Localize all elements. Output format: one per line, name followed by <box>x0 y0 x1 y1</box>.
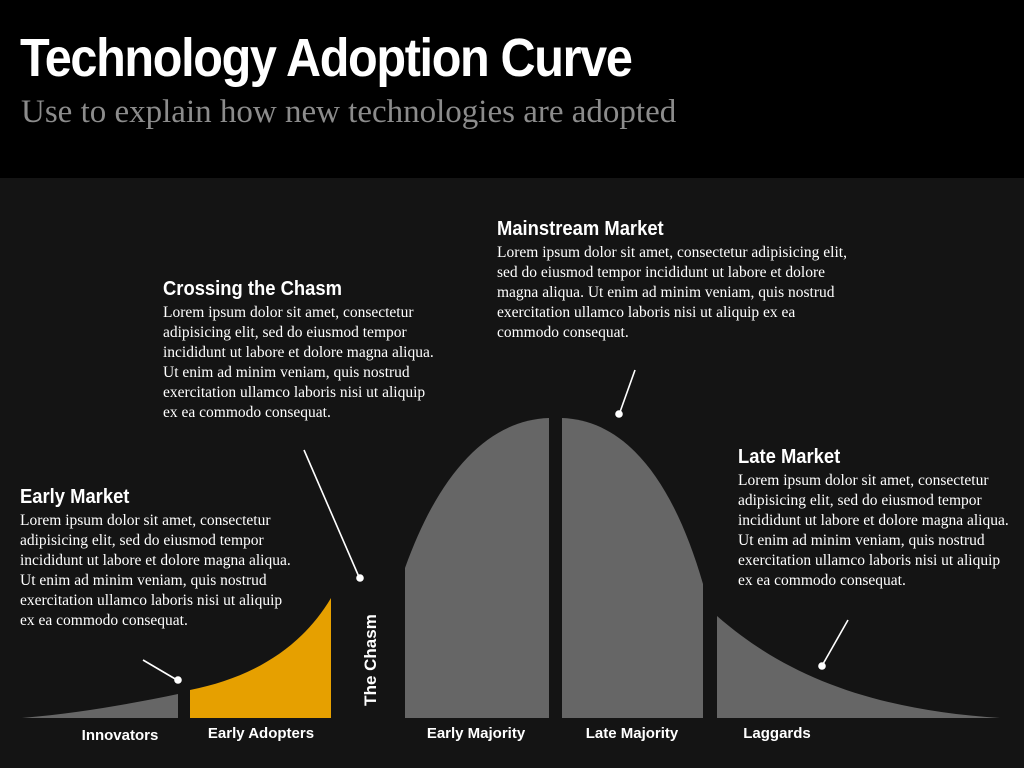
innovators-label: Innovators <box>82 727 159 744</box>
callout-early-market-heading: Early Market <box>20 486 130 508</box>
callout-early-market: Early Market Lorem ipsum dolor sit amet,… <box>20 485 300 631</box>
callout-late-market-body: Lorem ipsum dolor sit amet, consectetur … <box>738 472 1009 589</box>
late-majority-segment <box>562 418 703 718</box>
callout-late-market-heading: Late Market <box>738 446 841 468</box>
callout-crossing-the-chasm-body: Lorem ipsum dolor sit amet, consectetur … <box>163 304 434 421</box>
header-band: Technology Adoption Curve Use to explain… <box>0 0 1024 178</box>
callout-mainstream-market-heading: Mainstream Market <box>497 218 664 240</box>
leader-late-market <box>818 619 849 670</box>
laggards-label: Laggards <box>743 725 811 742</box>
late-majority-label: Late Majority <box>586 725 679 742</box>
callout-crossing-the-chasm-heading: Crossing the Chasm <box>163 278 342 300</box>
early-majority-segment <box>405 418 549 718</box>
callout-mainstream-market: Mainstream Market Lorem ipsum dolor sit … <box>497 217 847 343</box>
callout-early-market-body: Lorem ipsum dolor sit amet, consectetur … <box>20 512 291 629</box>
early-adopters-label: Early Adopters <box>208 725 314 742</box>
laggards-segment <box>717 616 1000 718</box>
leader-mainstream-market <box>615 369 636 418</box>
page-subtitle: Use to explain how new technologies are … <box>21 94 677 130</box>
callout-mainstream-market-body: Lorem ipsum dolor sit amet, consectetur … <box>497 244 847 341</box>
innovators-segment <box>22 694 178 718</box>
page-title: Technology Adoption Curve <box>20 28 633 88</box>
the-chasm-label: The Chasm <box>361 614 380 706</box>
early-majority-label: Early Majority <box>427 725 526 742</box>
early-adopters-segment <box>190 598 331 718</box>
leader-crossing-the-chasm <box>303 449 364 582</box>
callout-late-market: Late Market Lorem ipsum dolor sit amet, … <box>738 445 1014 591</box>
leader-early-market <box>142 659 182 684</box>
callout-crossing-the-chasm: Crossing the Chasm Lorem ipsum dolor sit… <box>163 277 441 423</box>
